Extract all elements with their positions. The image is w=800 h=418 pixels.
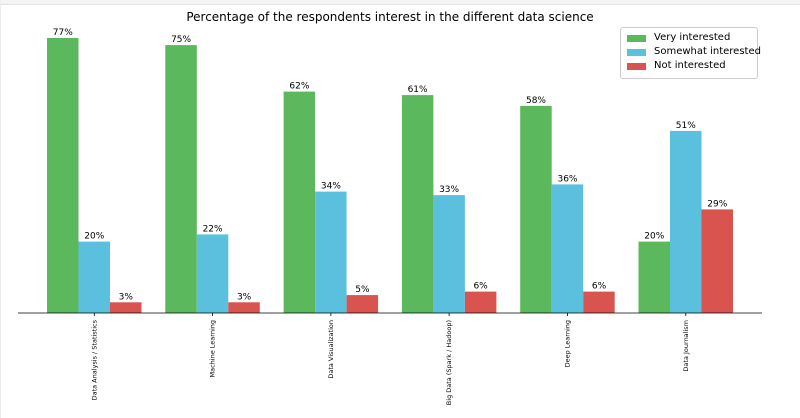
legend-label-somewhat-interested: Somewhat interested [654,46,761,57]
bar-value-label: 6% [592,282,607,292]
bar-value-label: 36% [557,174,577,184]
bar [228,302,260,313]
bar-value-label: 20% [644,232,664,242]
bar-value-label: 51% [676,121,696,131]
bar [638,241,670,313]
bar-value-label: 3% [237,292,252,302]
bar-value-label: 5% [355,285,370,295]
x-tick-label: Data Analysis / Statistics [90,319,98,400]
bar-value-label: 3% [119,292,134,302]
bar [283,91,316,313]
bar [670,130,702,313]
bar-value-label: 77% [53,28,73,38]
x-tick-label: Deep Learning [564,320,572,367]
legend: Very interested Somewhat interested Not … [620,27,761,79]
bar [165,45,197,313]
bar [196,234,229,313]
bar [346,295,379,313]
bar-value-label: 33% [439,185,459,195]
bar-value-label: 58% [526,96,546,106]
bar [583,291,615,313]
bar-value-label: 29% [707,199,727,209]
bar-value-label: 6% [473,282,488,292]
legend-swatch-somewhat-interested [627,49,646,56]
x-tick-label: Data Visualization [327,320,335,379]
bar-value-label: 62% [289,82,309,92]
bar [520,105,552,314]
bar [701,209,733,313]
legend-label-not-interested: Not interested [654,60,726,71]
legend-swatch-not-interested [627,63,646,70]
bar [401,95,434,313]
bar [110,302,142,313]
bar [551,184,584,313]
x-tick-label: Machine Learning [209,320,217,378]
bar-value-label: 61% [408,85,428,95]
bar-value-label: 22% [203,224,223,234]
bar-value-label: 34% [321,182,341,192]
left-border [0,0,1,418]
chart-title: Percentage of the respondents interest i… [186,10,594,24]
bar-value-label: 20% [84,232,104,242]
x-tick-label: Data Journalism [682,320,690,372]
bar-value-label: 75% [171,35,191,45]
legend-label-very-interested: Very interested [654,32,731,43]
bar [315,191,347,313]
bar [47,38,79,313]
legend-swatch-very-interested [627,35,646,42]
bar [433,195,465,313]
notebook-output-border [0,0,800,5]
bar [78,241,110,313]
x-tick-label: Big Data (Spark / Hadoop) [445,320,453,405]
bar [464,291,497,313]
